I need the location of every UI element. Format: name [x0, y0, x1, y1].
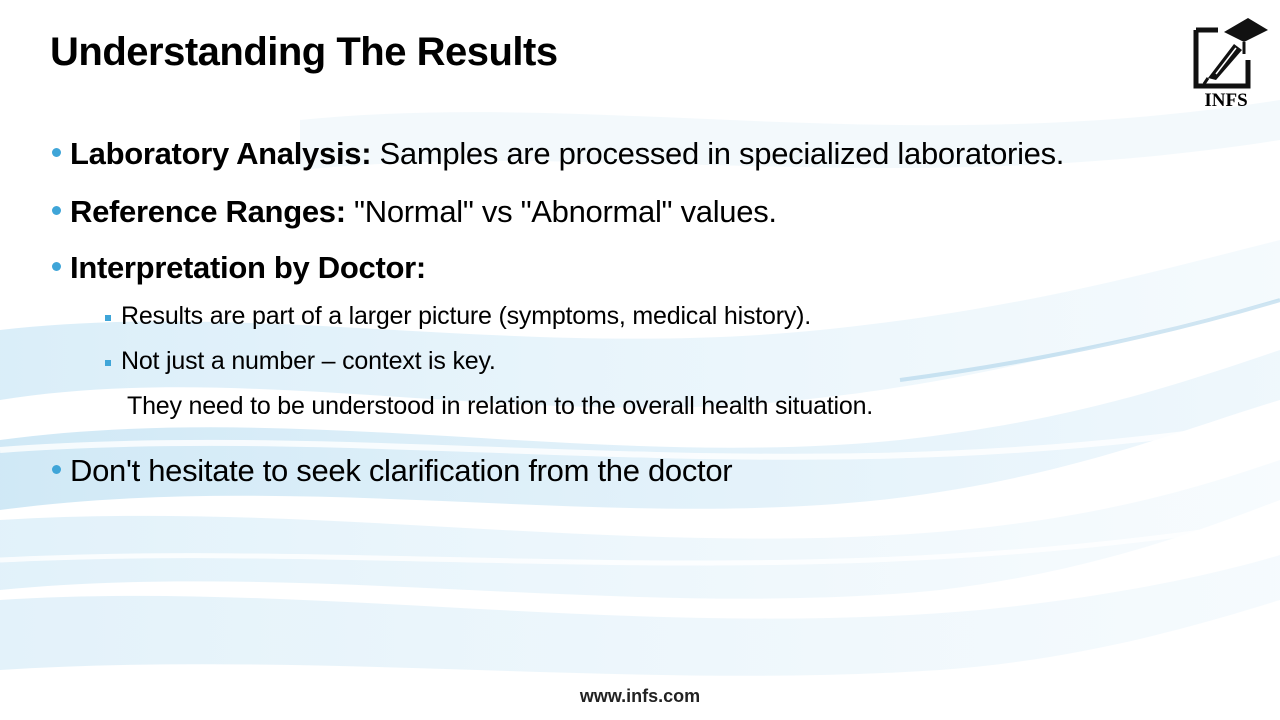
bullet-text: Don't hesitate to seek clarification fro…	[70, 453, 733, 488]
bullet-text: Samples are processed in specialized lab…	[371, 136, 1065, 171]
bullet-list: Laboratory Analysis: Samples are process…	[50, 132, 1170, 493]
sub-bullet-continuation: They need to be understood in relation t…	[127, 392, 874, 420]
logo-text: INFS	[1204, 90, 1248, 111]
slide-title: Understanding The Results	[50, 30, 558, 74]
bullet-interpretation-by-doctor: Interpretation by Doctor:	[50, 246, 1170, 290]
sub-bullet-larger-picture: Results are part of a larger picture (sy…	[50, 294, 1170, 339]
bullet-seek-clarification: Don't hesitate to seek clarification fro…	[50, 449, 1170, 493]
sub-bullet-context-is-key: Not just a number – context is key.	[50, 339, 1170, 384]
sub-bullet-list: Results are part of a larger picture (sy…	[50, 294, 1170, 429]
bullet-bold-label: Reference Ranges:	[70, 194, 346, 229]
graduation-cap-pen-logo-icon	[1193, 18, 1268, 89]
bullet-text: "Normal" vs "Abnormal" values.	[345, 194, 777, 229]
bullet-bold-label: Laboratory Analysis:	[70, 136, 372, 171]
bullet-reference-ranges: Reference Ranges: "Normal" vs "Abnormal"…	[50, 190, 1170, 234]
footer-url: www.infs.com	[579, 686, 701, 706]
bullet-bold-label: Interpretation by Doctor:	[70, 250, 426, 285]
bullet-laboratory-analysis: Laboratory Analysis: Samples are process…	[50, 132, 1170, 176]
